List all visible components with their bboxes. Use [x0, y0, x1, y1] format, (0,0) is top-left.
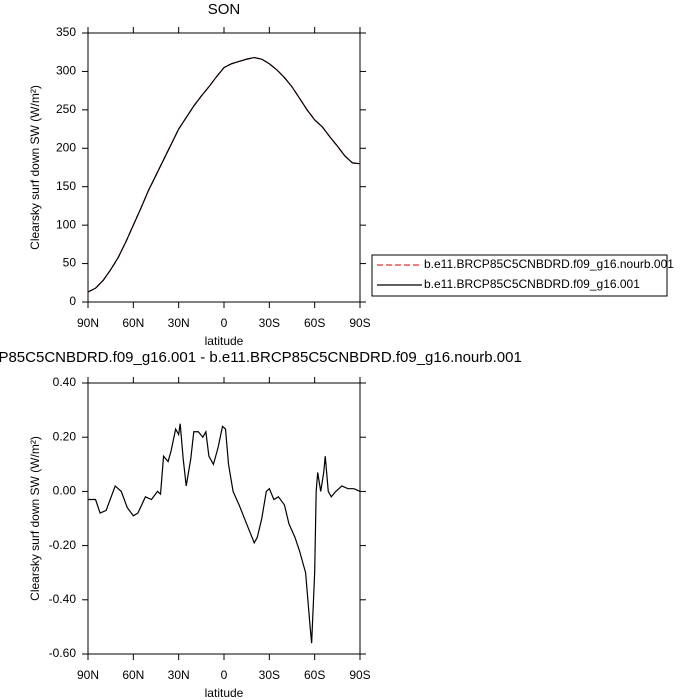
y-tick-label: 50 — [63, 256, 77, 270]
y-tick-label: 0.40 — [53, 375, 77, 389]
plot-frame — [87, 32, 361, 303]
y-tick-label: -0.40 — [49, 592, 77, 606]
legend-label: b.e11.BRCP85C5CNBDRD.f09_g16.001 — [424, 277, 640, 291]
x-tick-label: 30N — [168, 316, 190, 330]
y-tick-label: 200 — [56, 140, 76, 154]
data-line — [88, 423, 361, 644]
x-tick-label: 90N — [77, 316, 99, 330]
y-tick-label: 150 — [56, 179, 76, 193]
y-tick-label: 0 — [69, 294, 76, 308]
x-tick-label: 60S — [304, 668, 325, 682]
data-line — [87, 56, 361, 293]
x-tick-label: 30S — [259, 316, 280, 330]
y-tick-label: 0.00 — [53, 484, 77, 498]
x-tick-label: 60N — [122, 316, 144, 330]
plot-frame — [87, 382, 361, 655]
legend-box — [371, 254, 668, 297]
x-tick-label: 90N — [77, 668, 99, 682]
x-tick-label: 0 — [221, 316, 228, 330]
y-axis-label: Clearsky surf down SW (W/m²) — [28, 436, 42, 601]
y-tick-label: 300 — [56, 64, 76, 78]
y-tick-label: 0.20 — [53, 429, 77, 443]
chart-title: SON — [208, 1, 241, 18]
chart-title: b.e11.BRCP85C5CNBDRD.f09_g16.001 - b.e11… — [0, 349, 522, 366]
y-tick-label: 250 — [56, 102, 76, 116]
y-axis-label: Clearsky surf down SW (W/m²) — [28, 85, 42, 250]
data-line — [87, 56, 361, 293]
x-tick-label: 90S — [349, 316, 370, 330]
x-tick-label: 30S — [259, 668, 280, 682]
x-tick-label: 30N — [168, 668, 190, 682]
x-tick-label: 60S — [304, 316, 325, 330]
y-tick-label: -0.60 — [49, 646, 77, 660]
x-tick-label: 90S — [349, 668, 370, 682]
y-tick-label: -0.20 — [49, 538, 77, 552]
y-tick-label: 100 — [56, 217, 76, 231]
x-axis-label: latitude — [205, 686, 244, 700]
y-tick-label: 350 — [56, 25, 76, 39]
x-axis-label: latitude — [205, 334, 244, 348]
x-tick-label: 0 — [221, 668, 228, 682]
x-tick-label: 60N — [122, 668, 144, 682]
legend-label: b.e11.BRCP85C5CNBDRD.f09_g16.nourb.001 — [424, 257, 674, 271]
